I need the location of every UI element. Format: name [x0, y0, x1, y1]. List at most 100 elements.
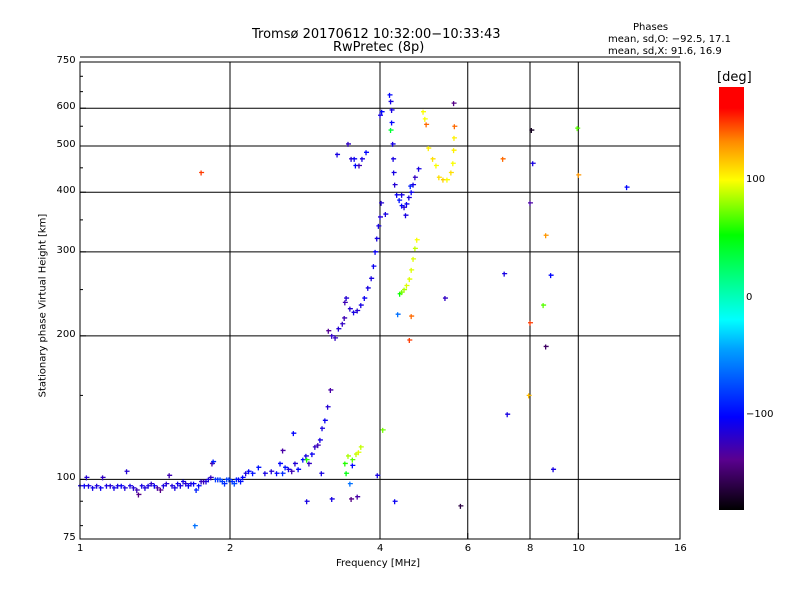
data-point [452, 124, 458, 130]
data-point [624, 185, 630, 191]
data-point [392, 182, 398, 188]
data-point [262, 471, 268, 477]
x-tick-label: 8 [527, 543, 534, 554]
data-point [230, 479, 236, 485]
data-point [238, 479, 244, 485]
data-point [448, 170, 454, 176]
data-point [333, 335, 339, 341]
colorbar-label: [deg] [717, 70, 752, 85]
data-point [526, 393, 532, 399]
data-point [391, 156, 397, 162]
data-point [191, 481, 197, 487]
data-point [149, 481, 155, 487]
data-point [352, 156, 358, 162]
data-point [528, 200, 533, 206]
data-point [402, 205, 408, 211]
data-point [100, 475, 106, 481]
data-point [280, 471, 286, 477]
data-point [350, 457, 356, 463]
data-point [436, 175, 442, 181]
data-point [283, 465, 289, 471]
data-point [286, 467, 292, 473]
data-point [358, 444, 364, 450]
data-point [411, 182, 417, 188]
data-point [136, 492, 142, 498]
data-point [347, 306, 353, 312]
data-point [543, 233, 549, 239]
x-axis-label: Frequency [MHz] [336, 558, 421, 569]
data-point [414, 237, 420, 243]
data-point [111, 485, 117, 491]
data-point [355, 494, 361, 500]
data-point [380, 427, 386, 433]
data-point [309, 452, 315, 458]
data-point [82, 483, 88, 489]
y-tick-label: 200 [56, 328, 76, 340]
legend-x-stats: mean, sd,X: 91.6, 16.9 [608, 46, 722, 57]
data-point [548, 273, 554, 279]
data-point [181, 479, 187, 485]
x-tick-label: 1 [77, 543, 84, 554]
data-point [412, 175, 418, 181]
data-point [397, 198, 403, 204]
data-point [108, 483, 114, 489]
data-point [128, 483, 134, 489]
data-point [458, 503, 464, 509]
data-point [369, 276, 375, 282]
data-point [389, 120, 395, 126]
data-point [119, 483, 125, 489]
data-point [183, 481, 189, 487]
data-point [409, 190, 415, 196]
data-point [291, 431, 297, 437]
data-point [256, 465, 262, 471]
data-point [211, 459, 217, 465]
data-point [541, 303, 547, 309]
data-point [315, 443, 321, 449]
data-point [421, 109, 427, 115]
data-point [155, 485, 161, 491]
data-point [344, 296, 350, 302]
data-point [340, 321, 346, 327]
data-point [388, 128, 394, 134]
data-point [362, 296, 368, 302]
data-point [403, 213, 409, 219]
data-point [161, 483, 167, 489]
data-point [551, 467, 557, 473]
data-point [246, 469, 252, 475]
data-point [349, 496, 355, 502]
data-point [274, 471, 280, 477]
data-point [426, 146, 432, 152]
y-tick-label: 300 [56, 244, 76, 256]
data-point [356, 163, 362, 169]
y-tick-label: 750 [56, 55, 76, 66]
data-point [347, 481, 353, 487]
data-point [379, 109, 385, 115]
chart-subtitle: RwPretec (8p) [333, 40, 425, 55]
data-point [329, 496, 335, 502]
data-point [194, 488, 200, 494]
data-point [178, 483, 184, 489]
data-point [387, 92, 393, 98]
data-point [222, 481, 228, 487]
data-point [543, 344, 549, 350]
data-point [442, 296, 448, 302]
data-point [375, 473, 381, 479]
data-point [170, 483, 176, 489]
data-point [312, 444, 318, 450]
data-point [269, 469, 275, 475]
data-point [373, 249, 379, 255]
data-point [411, 256, 417, 262]
data-point [152, 483, 158, 489]
colorbar-tick-label: 100 [746, 174, 766, 185]
data-point [196, 483, 202, 489]
data-point [280, 448, 286, 454]
data-point [378, 214, 383, 220]
data-point [240, 475, 246, 481]
data-point [388, 99, 394, 105]
data-point [389, 107, 395, 113]
x-tick-label: 2 [227, 543, 234, 554]
data-point [342, 315, 348, 321]
data-point [359, 156, 365, 162]
data-point [209, 461, 215, 467]
data-point [84, 475, 90, 481]
